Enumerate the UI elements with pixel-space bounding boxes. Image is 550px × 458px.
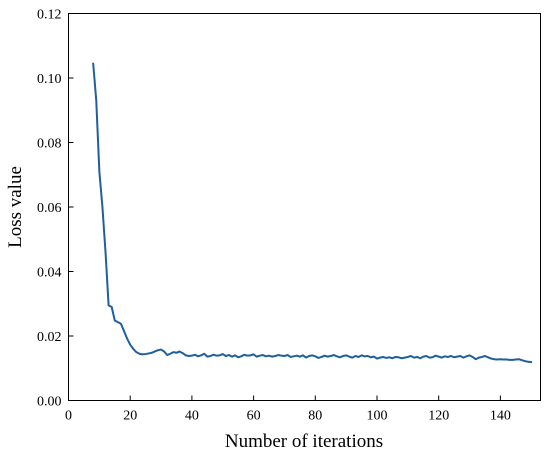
y-tick-label: 0.08: [37, 137, 62, 152]
y-tick-label: 0.02: [37, 330, 62, 345]
y-tick-label: 0.00: [37, 395, 62, 410]
y-axis: 0.00 0.02 0.04 0.06 0.08 0.10 0.12: [37, 8, 74, 410]
y-tick-label: 0.06: [37, 201, 62, 216]
loss-series-line: [92, 62, 533, 364]
x-tick-label: 80: [308, 409, 322, 424]
x-tick-label: 140: [490, 409, 511, 424]
x-tick-label: 20: [123, 409, 137, 424]
x-tick-label: 100: [366, 409, 387, 424]
x-tick-label: 0: [65, 409, 72, 424]
y-tick-label: 0.04: [37, 266, 62, 281]
plot-frame: [68, 13, 541, 401]
x-axis-title: Number of iterations: [225, 431, 383, 452]
x-tick-label: 40: [185, 409, 199, 424]
x-tick-label: 120: [428, 409, 449, 424]
series-layer: [92, 62, 533, 364]
x-axis: 0 20 40 60 80 100 120 140: [65, 395, 511, 424]
y-tick-label: 0.12: [37, 8, 62, 23]
y-tick-label: 0.10: [37, 72, 62, 87]
x-tick-label: 60: [247, 409, 261, 424]
y-axis-title: Loss value: [5, 166, 26, 248]
